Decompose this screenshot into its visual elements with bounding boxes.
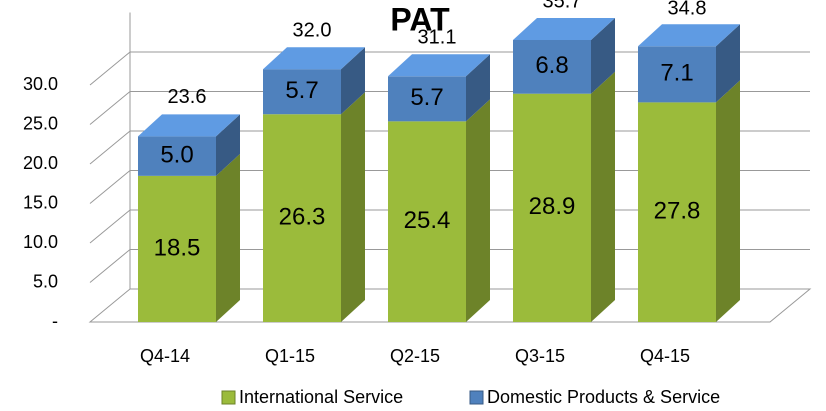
bar-top: [263, 47, 365, 70]
bar-side: [216, 153, 240, 322]
legend-label: Domestic Products & Service: [487, 387, 720, 407]
y-tick-label: 30.0: [23, 74, 58, 94]
y-tick-label: 10.0: [23, 232, 58, 252]
y-tick-label: -: [52, 311, 58, 331]
bar-side: [216, 114, 240, 176]
bar-side: [341, 92, 365, 322]
bar-top: [138, 114, 240, 137]
total-label: 34.8: [668, 0, 707, 19]
bar: [638, 102, 716, 322]
x-tick-label: Q1-15: [265, 346, 315, 366]
x-tick-label: Q4-15: [640, 346, 690, 366]
x-tick-label: Q3-15: [515, 346, 565, 366]
bar: [513, 93, 591, 322]
data-label: 7.1: [660, 60, 693, 87]
total-label: 31.1: [418, 27, 457, 49]
legend-swatch: [221, 390, 236, 405]
bar: [263, 114, 341, 322]
bar: [638, 46, 716, 103]
x-tick-label: Q4-14: [140, 346, 190, 366]
total-label: 35.7: [543, 0, 582, 12]
data-label: 27.8: [654, 198, 701, 225]
bar-top: [388, 54, 490, 77]
bar: [388, 76, 466, 122]
bar-side: [716, 80, 740, 322]
legend-label: International Service: [239, 387, 403, 407]
data-label: 5.7: [410, 84, 443, 111]
legend-swatch: [469, 390, 484, 405]
data-label: 5.0: [160, 141, 193, 168]
data-label: 6.8: [535, 52, 568, 79]
bar-side: [716, 24, 740, 103]
data-label: 25.4: [404, 207, 451, 234]
bar-side: [591, 17, 615, 94]
bar-side: [466, 99, 490, 322]
bar: [263, 69, 341, 115]
bar: [138, 175, 216, 322]
bar-side: [341, 47, 365, 115]
chart-title: PAT: [390, 1, 450, 37]
data-label: 28.9: [529, 193, 576, 220]
data-label: 26.3: [279, 203, 326, 230]
bar: [388, 121, 466, 322]
total-label: 23.6: [168, 86, 207, 108]
y-tick-label: 5.0: [33, 271, 58, 291]
bar: [138, 136, 216, 176]
bar-top: [638, 24, 740, 47]
data-label: 5.7: [285, 77, 318, 104]
bar-side: [591, 71, 615, 322]
bar-side: [466, 54, 490, 122]
x-tick-label: Q2-15: [390, 346, 440, 366]
data-label: 18.5: [154, 234, 201, 261]
y-tick-label: 15.0: [23, 192, 58, 212]
total-label: 32.0: [293, 19, 332, 41]
y-tick-label: 25.0: [23, 113, 58, 133]
y-tick-label: 20.0: [23, 153, 58, 173]
bar-top: [513, 17, 615, 40]
bar: [513, 39, 591, 94]
